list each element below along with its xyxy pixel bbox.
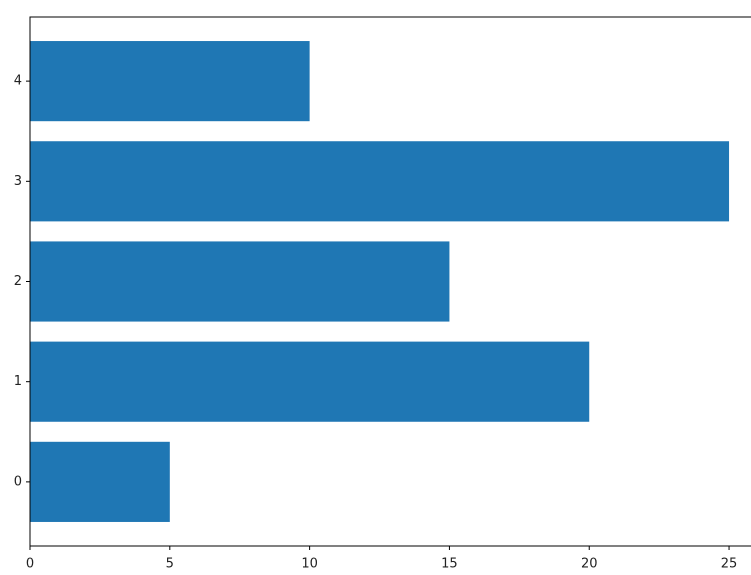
- bar: [30, 441, 170, 522]
- y-tick-label: 4: [14, 74, 22, 89]
- x-tick-label: 15: [441, 557, 458, 572]
- bar: [30, 241, 450, 322]
- x-tick-label: 5: [166, 557, 174, 572]
- y-tick-label: 3: [14, 174, 22, 189]
- y-tick-label: 2: [14, 274, 22, 289]
- bar: [30, 141, 730, 222]
- y-tick-label: 0: [14, 474, 22, 489]
- x-tick-label: 25: [721, 557, 738, 572]
- x-tick-label: 10: [301, 557, 318, 572]
- bar: [30, 341, 590, 422]
- y-tick-label: 1: [14, 374, 22, 389]
- bar: [30, 41, 310, 122]
- x-tick-label: 20: [581, 557, 598, 572]
- x-tick-label: 0: [26, 557, 34, 572]
